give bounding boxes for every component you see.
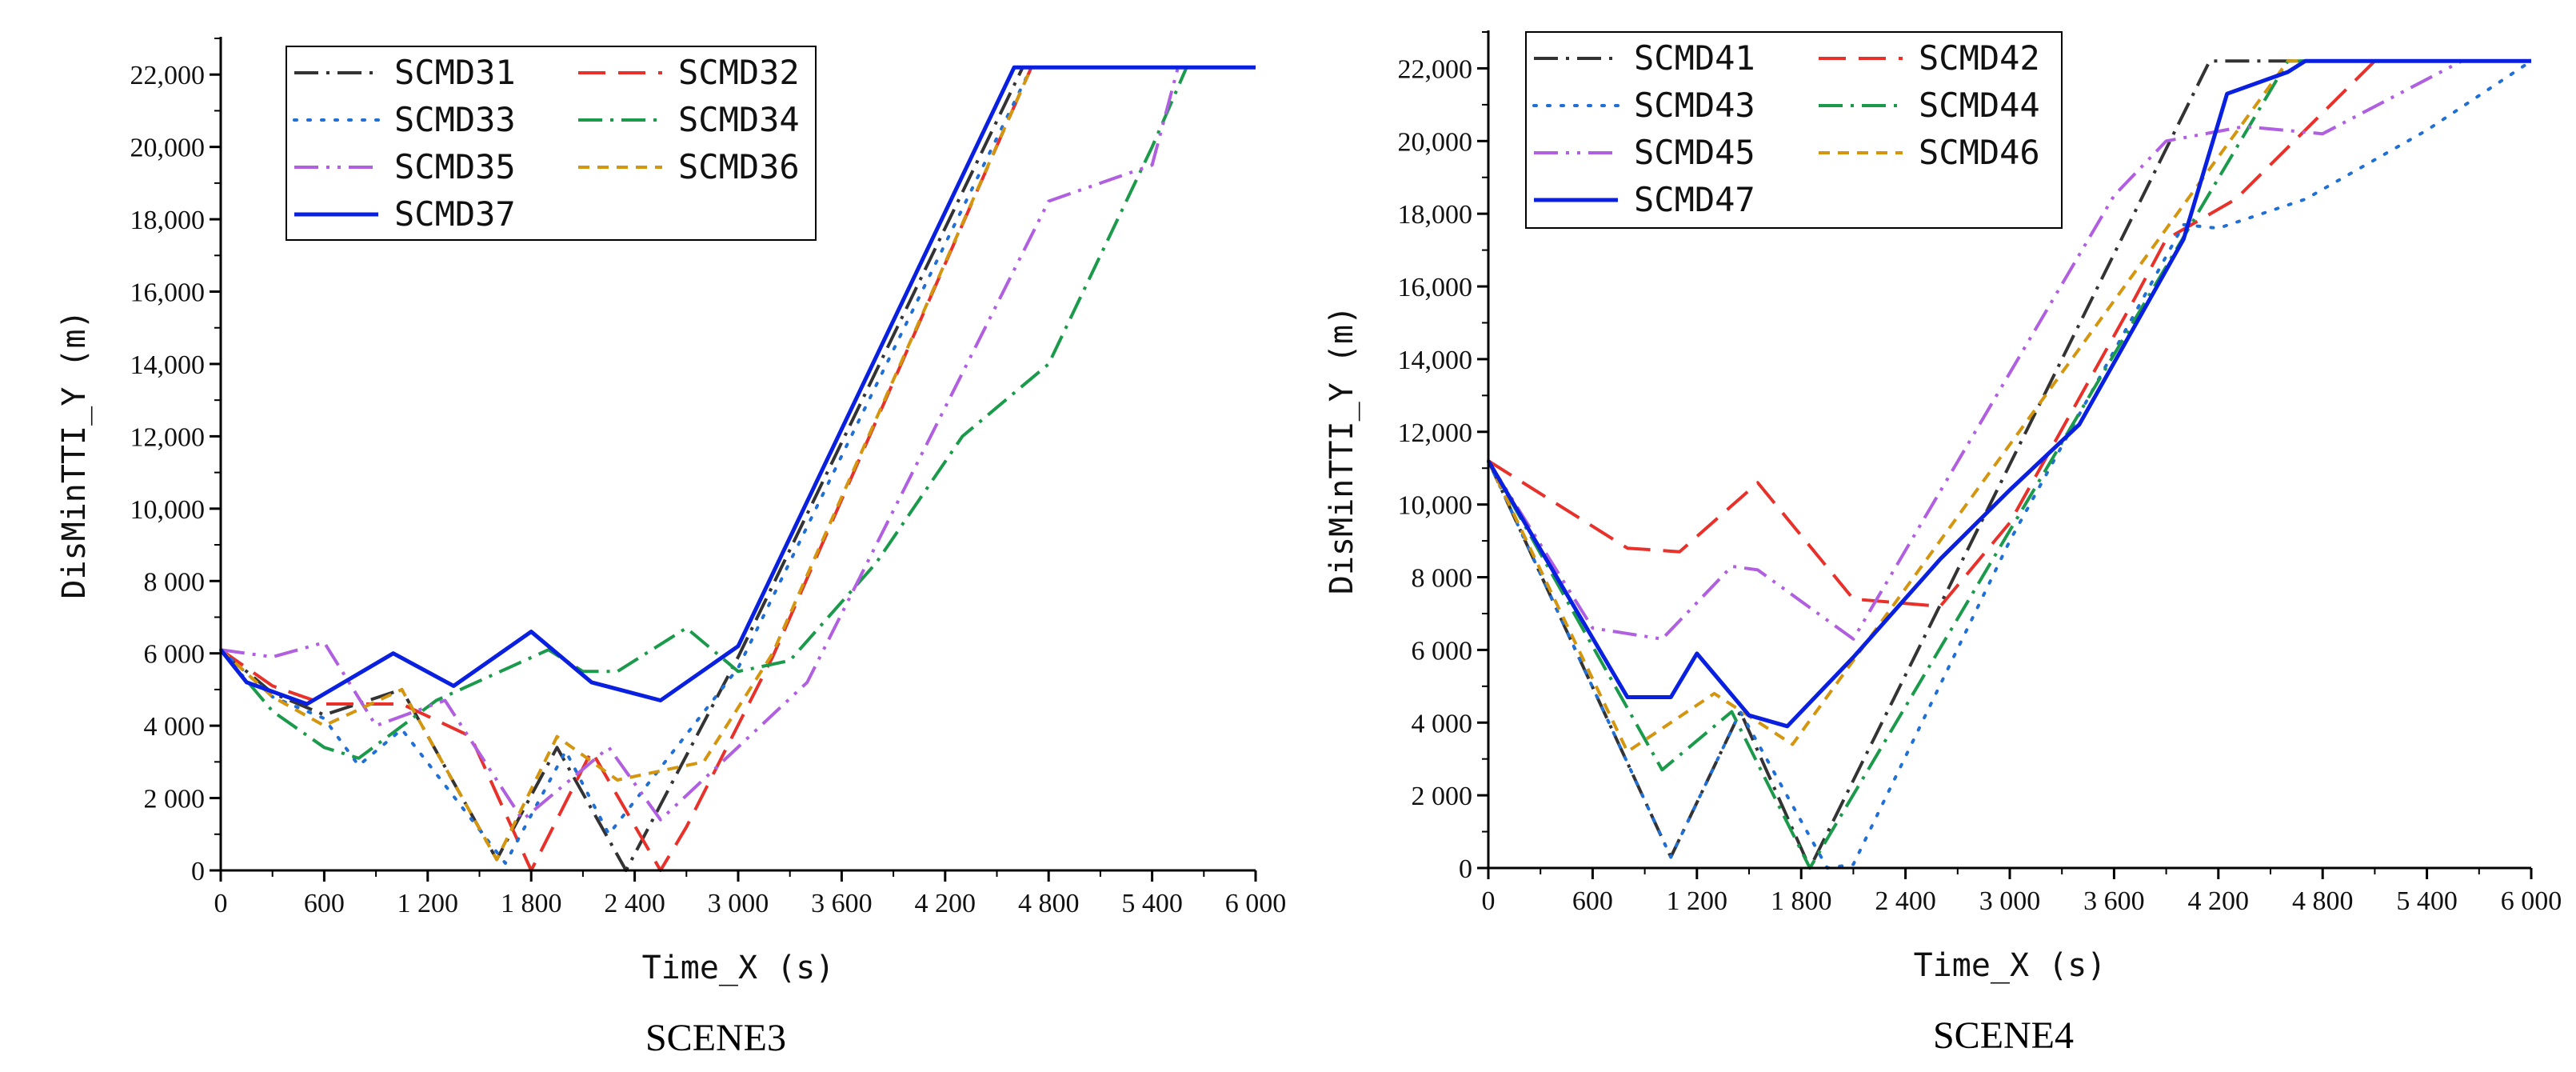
legend-label-scmd34: SCMD34: [678, 100, 800, 139]
series-line-scmd45: [1487, 59, 2531, 641]
y-tick-label: 22,000: [1398, 54, 1473, 84]
legend-label-scmd41: SCMD41: [1634, 38, 1755, 78]
x-tick-label: 1 200: [397, 889, 459, 918]
chart-title: SCENE3: [645, 1017, 786, 1059]
x-tick-label: 5 400: [1121, 889, 1183, 918]
y-tick-label: 8 000: [1412, 564, 1473, 594]
x-tick-label: 3 000: [708, 889, 769, 918]
legend: SCMD41 SCMD42 SCMD43 SCMD44 SCMD45 SCMD46 SCMD…: [1525, 31, 2063, 229]
y-tick-label: 10,000: [130, 495, 206, 525]
y-tick-label: 10,000: [1398, 491, 1473, 521]
y-tick-label: 6 000: [144, 640, 206, 670]
legend-label-scmd32: SCMD32: [678, 53, 800, 92]
y-tick-label: 0: [191, 857, 205, 886]
y-tick-label: 16,000: [1398, 273, 1473, 302]
x-tick-label: 4 800: [1018, 889, 1080, 918]
x-tick-label: 600: [304, 889, 345, 918]
series-line-scmd47: [1486, 58, 2531, 729]
legend-label-scmd43: SCMD43: [1634, 86, 1755, 125]
series-line-scmd43: [1487, 59, 2533, 870]
y-axis-label: DisMinTTI_Y (m): [56, 310, 93, 598]
legend-label-scmd36: SCMD36: [678, 147, 800, 186]
chart-title: SCENE4: [1933, 1014, 2074, 1057]
legend-label-scmd33: SCMD33: [394, 100, 516, 139]
x-tick-label: 600: [1572, 886, 1613, 916]
x-tick-label: 0: [214, 889, 228, 918]
chart-scene3: 0 2 000 4 000 6 000 8 000 10,000 12,000 14,000 1…: [56, 37, 1286, 1059]
series-lines: [219, 65, 1257, 872]
y-tick-label: 4 000: [144, 712, 206, 742]
y-tick-label: 6 000: [1412, 636, 1473, 666]
y-tick-label: 0: [1459, 854, 1472, 884]
y-axis-label: DisMinTTI_Y (m): [1324, 306, 1360, 594]
x-tick-label: 1 800: [501, 889, 562, 918]
series-line-scmd37: [219, 65, 1256, 706]
y-tick-label: 20,000: [1398, 127, 1473, 157]
x-tick-label: 6 000: [2501, 886, 2562, 916]
x-axis-label: Time_X (s): [642, 950, 835, 986]
y-tick-label: 4 000: [1412, 709, 1473, 738]
x-tick-label: 2 400: [1875, 886, 1936, 916]
y-tick-label: 22,000: [130, 61, 206, 90]
y-tick-label: 2 000: [1412, 782, 1473, 811]
y-tick-label: 18,000: [130, 206, 206, 235]
chart-scene4: 0 2 000 4 000 6 000 8 000 10,000 12,000 14,000 1…: [1324, 30, 2562, 1057]
x-axis-label: Time_X (s): [1914, 947, 2107, 984]
legend: SCMD31 SCMD32 SCMD33 SCMD34 SCMD35 SCMD36 SCMD…: [286, 46, 817, 241]
series-line-scmd34: [219, 66, 1188, 760]
legend-box: [286, 46, 817, 241]
y-tick-label: 20,000: [130, 134, 206, 163]
legend-label-scmd37: SCMD37: [394, 194, 516, 234]
x-tick-label: 1 200: [1667, 886, 1728, 916]
legend-label-scmd45: SCMD45: [1634, 133, 1755, 172]
y-tick-label: 16,000: [130, 278, 206, 308]
x-tick-label: 3 000: [1979, 886, 2041, 916]
y-tick-label: 14,000: [1398, 346, 1473, 375]
series-line-scmd42: [1487, 59, 2531, 608]
legend-box: [1525, 31, 2063, 229]
legend-label-scmd44: SCMD44: [1919, 86, 2040, 125]
x-tick-label: 3 600: [2083, 886, 2145, 916]
series-line-scmd35: [220, 66, 1256, 822]
x-tick-label: 4 200: [2188, 886, 2250, 916]
x-tick-label: 6 000: [1225, 889, 1287, 918]
legend-label-scmd46: SCMD46: [1919, 133, 2040, 172]
x-tick-label: 5 400: [2396, 886, 2458, 916]
x-tick-label: 4 800: [2292, 886, 2354, 916]
legend-label-scmd35: SCMD35: [394, 147, 516, 186]
y-tick-label: 18,000: [1398, 200, 1473, 230]
y-tick-label: 14,000: [130, 350, 206, 380]
x-tick-label: 1 800: [1771, 886, 1832, 916]
x-tick-label: 3 600: [811, 889, 873, 918]
y-tick-label: 12,000: [1398, 418, 1473, 448]
y-tick-label: 12,000: [130, 422, 206, 452]
legend-label-scmd47: SCMD47: [1634, 180, 1755, 219]
legend-label-scmd31: SCMD31: [394, 53, 516, 92]
legend-label-scmd42: SCMD42: [1919, 38, 2040, 78]
x-tick-label: 0: [1482, 886, 1496, 916]
x-tick-label: 4 200: [915, 889, 976, 918]
y-tick-label: 2 000: [144, 785, 206, 814]
y-tick-label: 8 000: [144, 567, 206, 597]
x-tick-label: 2 400: [604, 889, 665, 918]
